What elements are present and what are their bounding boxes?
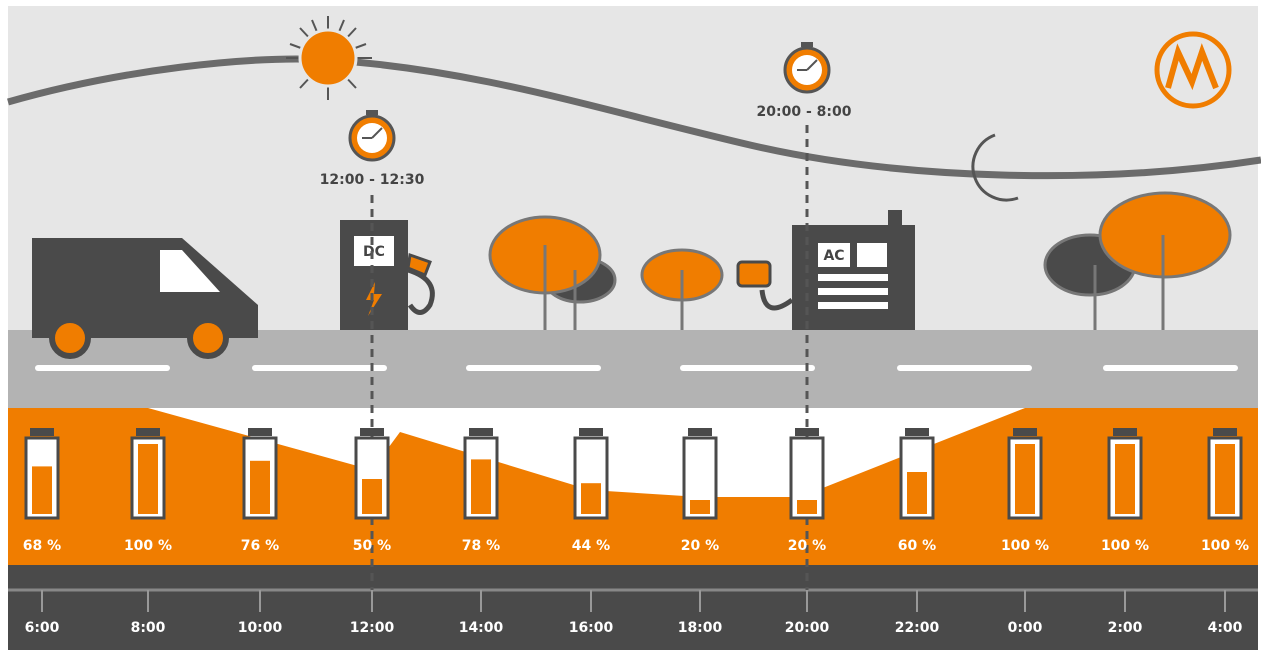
charge-label: 68 % — [23, 538, 61, 554]
time-label: 8:00 — [131, 620, 166, 636]
charge-label: 20 % — [788, 538, 826, 554]
battery-fill — [362, 479, 382, 514]
battery-cap — [248, 428, 272, 436]
battery-fill — [138, 444, 158, 514]
battery-fill — [1115, 444, 1135, 514]
time-label: 16:00 — [569, 620, 614, 636]
charger-label: AC — [823, 248, 844, 264]
charge-label: 76 % — [241, 538, 279, 554]
time-label: 22:00 — [895, 620, 940, 636]
battery-fill — [907, 472, 927, 514]
timer-label: 20:00 - 8:00 — [757, 104, 852, 120]
charge-label: 50 % — [353, 538, 391, 554]
battery-fill — [690, 500, 710, 514]
time-label: 10:00 — [238, 620, 283, 636]
time-label: 18:00 — [678, 620, 723, 636]
battery-cap — [1113, 428, 1137, 436]
battery-cap — [360, 428, 384, 436]
battery-fill — [250, 461, 270, 514]
sun — [300, 30, 356, 86]
battery-cap — [30, 428, 54, 436]
time-label: 6:00 — [25, 620, 60, 636]
time-label: 14:00 — [459, 620, 504, 636]
time-label: 20:00 — [785, 620, 830, 636]
battery-cap — [1013, 428, 1037, 436]
battery-fill — [797, 500, 817, 514]
charge-label: 100 % — [124, 538, 172, 554]
battery-fill — [1215, 444, 1235, 514]
battery-cap — [136, 428, 160, 436]
charge-label: 100 % — [1201, 538, 1249, 554]
battery-cap — [1213, 428, 1237, 436]
charge-label: 100 % — [1001, 538, 1049, 554]
battery-fill — [581, 483, 601, 514]
charger-label: DC — [363, 244, 385, 260]
timer-label: 12:00 - 12:30 — [320, 172, 425, 188]
infographic: 12:00 - 12:30 20:00 - 8:00 DC AC 68 % 6:0… — [0, 0, 1261, 650]
charge-label: 78 % — [462, 538, 500, 554]
battery-cap — [688, 428, 712, 436]
time-band — [8, 565, 1258, 650]
time-label: 4:00 — [1208, 620, 1243, 636]
charge-label: 44 % — [572, 538, 610, 554]
battery-cap — [905, 428, 929, 436]
charge-label: 20 % — [681, 538, 719, 554]
battery-cap — [795, 428, 819, 436]
time-label: 12:00 — [350, 620, 395, 636]
battery-cap — [469, 428, 493, 436]
charge-label: 100 % — [1101, 538, 1149, 554]
battery-fill — [1015, 444, 1035, 514]
battery-cap — [579, 428, 603, 436]
battery-fill — [471, 459, 491, 514]
battery-fill — [32, 466, 52, 514]
charge-label: 60 % — [898, 538, 936, 554]
time-label: 0:00 — [1008, 620, 1043, 636]
time-label: 2:00 — [1108, 620, 1143, 636]
